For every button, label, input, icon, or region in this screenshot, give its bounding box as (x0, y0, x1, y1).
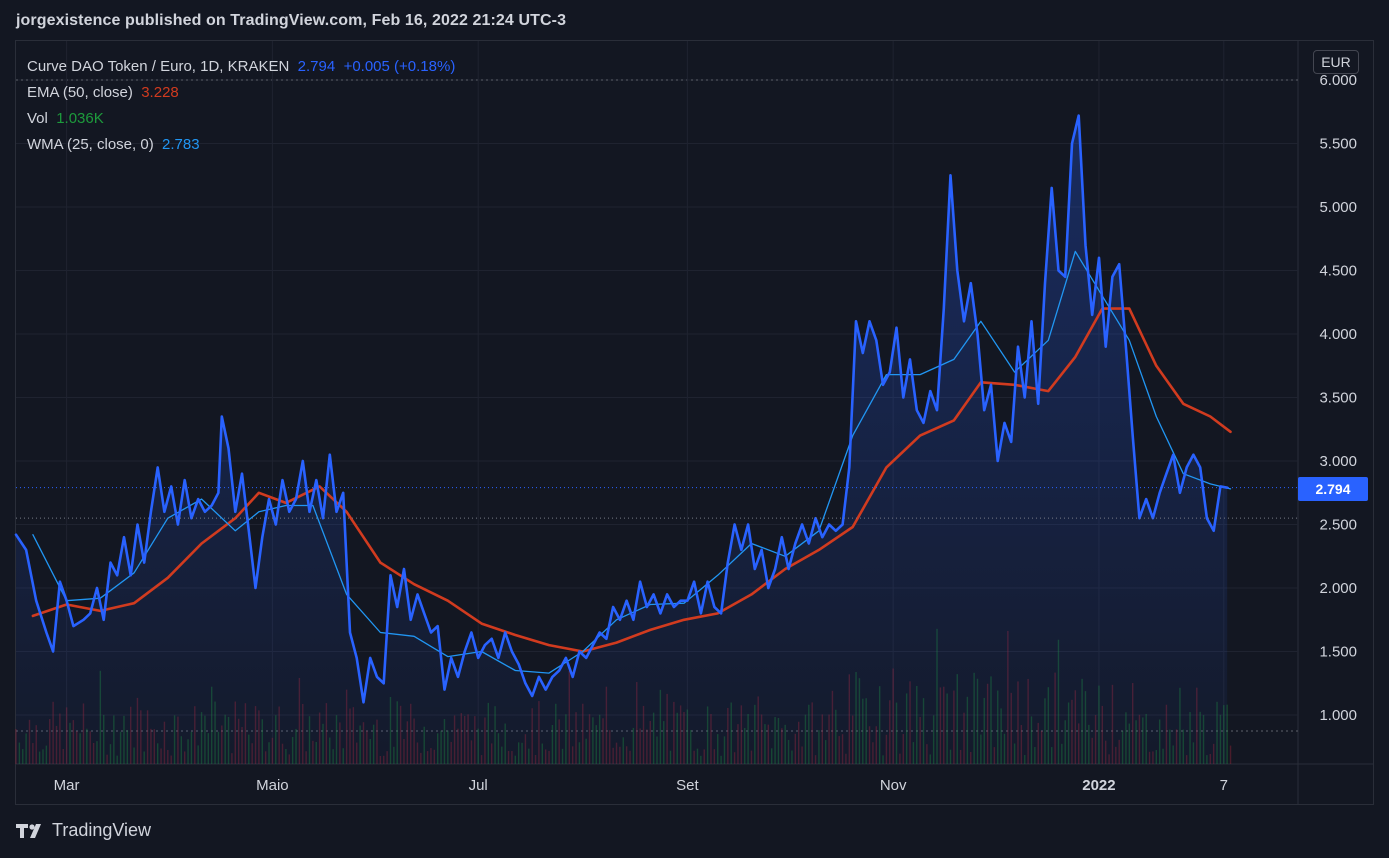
symbol-label: Curve DAO Token / Euro, 1D, KRAKEN (27, 58, 290, 75)
y-tick-label: 3.500 (1319, 390, 1357, 407)
currency-badge[interactable]: EUR (1313, 50, 1359, 74)
y-tick-label: 5.500 (1319, 136, 1357, 153)
y-tick-label: 1.000 (1319, 707, 1357, 724)
price-area (16, 115, 1228, 765)
ema-line (31, 307, 1232, 653)
y-tick-label: 3.000 (1319, 453, 1357, 470)
y-tick-label: 2.000 (1319, 580, 1357, 597)
vol-value: 1.036K (56, 110, 104, 127)
y-tick-label: 4.500 (1319, 263, 1357, 280)
legend-wma-row[interactable]: WMA (25, close, 0) 2.783 (27, 132, 455, 158)
x-tick-label: Set (676, 777, 699, 794)
x-tick-label: Jul (469, 777, 488, 794)
x-tick-label: Mar (54, 777, 80, 794)
price-change: +0.005 (+0.18%) (343, 58, 456, 75)
volume-bar (1229, 745, 1232, 764)
ema-value: 3.228 (141, 84, 179, 101)
x-axis[interactable]: Mar Maio Jul Set Nov 2022 7 (54, 777, 1228, 794)
tradingview-logo-icon (16, 823, 41, 838)
tradingview-brand[interactable]: TradingView (16, 820, 151, 841)
x-tick-label: 2022 (1082, 777, 1115, 794)
published-header: jorgexistence published on TradingView.c… (16, 12, 567, 29)
series-lines (14, 114, 1298, 704)
last-price-tag: 2.794 (1298, 477, 1368, 501)
vol-label: Vol (27, 110, 48, 127)
y-tick-label: 4.000 (1319, 326, 1357, 343)
wma-value: 2.783 (162, 136, 200, 153)
price-area-fill (16, 115, 1228, 765)
y-tick-label: 2.500 (1319, 517, 1357, 534)
y-tick-label: 5.000 (1319, 199, 1357, 216)
wma-line (32, 250, 1232, 674)
x-tick-label: 7 (1220, 777, 1228, 794)
brand-name: TradingView (52, 820, 152, 840)
price-line (14, 114, 1229, 704)
ema-label: EMA (50, close) (27, 84, 133, 101)
y-tick-label: 6.000 (1319, 72, 1357, 89)
legend-symbol-row[interactable]: Curve DAO Token / Euro, 1D, KRAKEN 2.794… (27, 54, 455, 80)
wma-label: WMA (25, close, 0) (27, 136, 154, 153)
chart-frame (15, 40, 1374, 805)
legend-vol-row[interactable]: Vol 1.036K (27, 106, 455, 132)
y-axis[interactable]: 1.000 1.500 2.000 2.500 3.000 3.500 4.000 4.500… (1319, 72, 1357, 724)
chart-legend: Curve DAO Token / Euro, 1D, KRAKEN 2.794… (27, 54, 455, 158)
last-price: 2.794 (297, 58, 336, 75)
x-tick-label: Maio (256, 777, 289, 794)
y-tick-label: 1.500 (1319, 644, 1357, 661)
x-tick-label: Nov (880, 777, 907, 794)
legend-ema-row[interactable]: EMA (50, close) 3.228 (27, 80, 455, 106)
